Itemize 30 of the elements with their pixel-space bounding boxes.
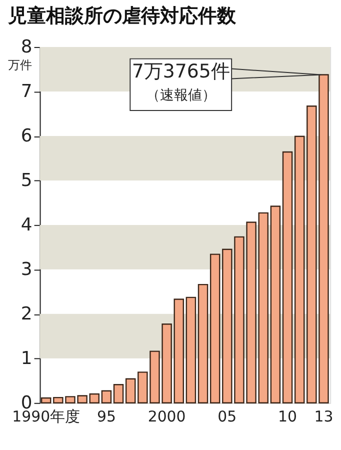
y-tick-label: 5	[20, 170, 32, 191]
x-tick-label: 95	[96, 407, 116, 426]
bar	[113, 384, 124, 404]
bar	[210, 254, 220, 404]
bar	[282, 151, 293, 404]
bar	[258, 212, 268, 404]
chart-title: 児童相談所の虐待対応件数	[6, 5, 237, 28]
x-tick-label: 10	[278, 407, 297, 426]
y-tick-label: 4	[20, 214, 32, 236]
bar	[174, 298, 184, 404]
y-tick-label: 1	[20, 348, 32, 369]
bar	[40, 397, 52, 404]
y-tick-label: 2	[20, 303, 32, 324]
x-tick-label: 13	[314, 407, 334, 426]
bar	[198, 284, 208, 404]
x-tick-label: 05	[218, 407, 237, 426]
bar	[294, 136, 305, 404]
bar	[89, 393, 100, 404]
y-tick-label: 8	[20, 36, 32, 58]
y-tick-label: 3	[20, 258, 32, 280]
y-axis-title: 万件	[8, 58, 32, 72]
bar	[101, 390, 112, 404]
x-tick-label: 2000	[148, 407, 186, 426]
bar	[270, 206, 281, 404]
bar	[125, 378, 136, 404]
annotation: 7万3765件	[132, 60, 230, 83]
y-tick-label: 6	[20, 125, 32, 146]
annotation: （速報値）	[146, 88, 216, 104]
y-tick-label: 7	[20, 80, 32, 102]
bar	[186, 296, 196, 404]
